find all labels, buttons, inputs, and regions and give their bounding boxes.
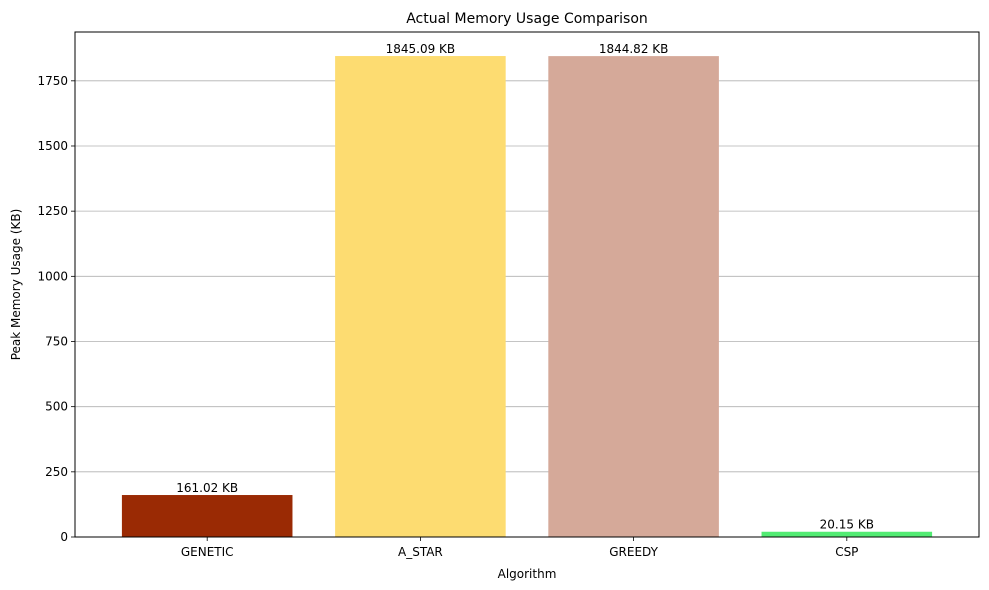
bar-data-label: 1844.82 KB <box>599 42 669 56</box>
y-tick-label: 1250 <box>37 204 68 218</box>
x-tick-label: CSP <box>835 545 858 559</box>
bar-data-label: 20.15 KB <box>820 518 874 532</box>
bar-data-label: 161.02 KB <box>176 481 238 495</box>
data-labels: 161.02 KB 1845.09 KB 1844.82 KB 20.15 KB <box>176 42 874 532</box>
y-axis-ticks: 0 250 500 750 1000 1250 1500 1750 <box>37 74 75 544</box>
y-tick-label: 1500 <box>37 139 68 153</box>
y-tick-label: 500 <box>45 400 68 414</box>
y-tick-label: 750 <box>45 334 68 348</box>
plot-frame <box>74 31 980 538</box>
bar-genetic <box>121 495 293 537</box>
x-tick-label: GENETIC <box>181 545 234 559</box>
chart-title: Actual Memory Usage Comparison <box>406 11 648 27</box>
y-tick-label: 1000 <box>37 269 68 283</box>
y-tick-label: 0 <box>60 530 68 544</box>
x-tick-label: GREEDY <box>609 545 658 559</box>
y-tick-label: 250 <box>45 465 68 479</box>
bar-a-star <box>335 56 506 538</box>
bar-greedy <box>548 56 719 537</box>
x-tick-label: A_STAR <box>398 545 443 559</box>
gridlines <box>75 80 979 473</box>
bars <box>121 56 933 538</box>
y-tick-label: 1750 <box>37 74 68 88</box>
y-axis-label: Peak Memory Usage (KB) <box>9 209 23 361</box>
bar-data-label: 1845.09 KB <box>386 42 456 56</box>
x-axis-label: Algorithm <box>498 567 557 581</box>
bar-csp <box>761 531 933 537</box>
x-axis-ticks: GENETIC A_STAR GREEDY CSP <box>181 537 858 559</box>
